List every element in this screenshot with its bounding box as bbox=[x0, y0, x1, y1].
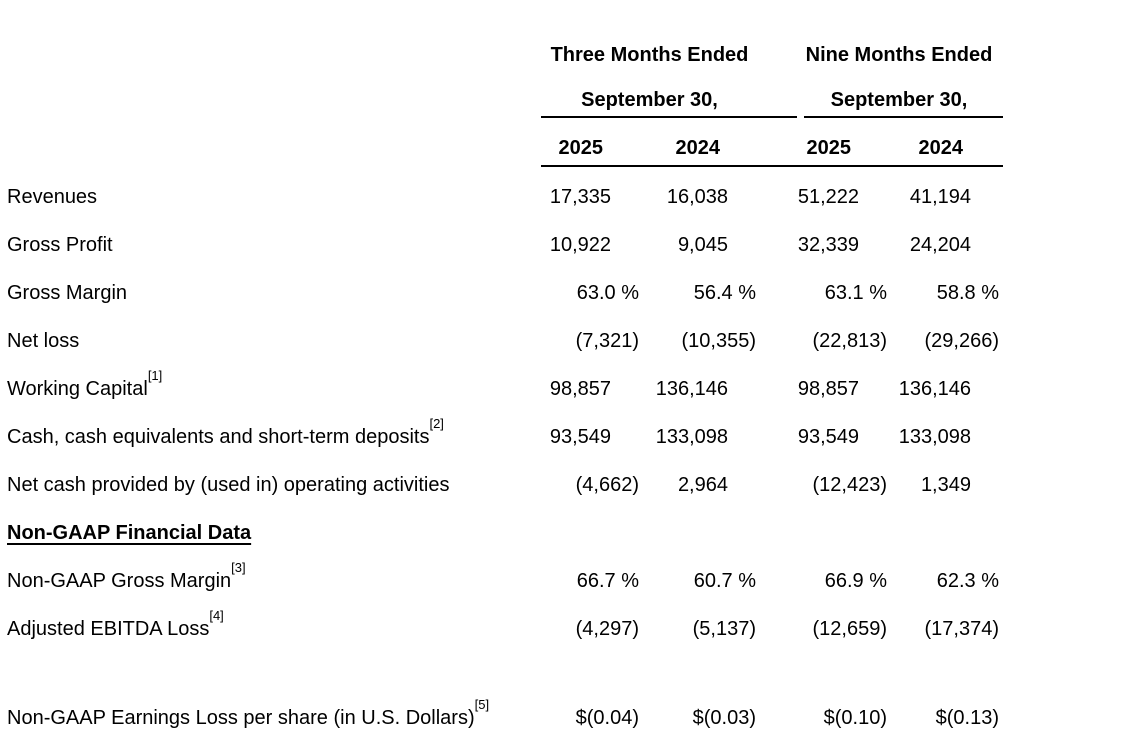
value-cell: (4,297) bbox=[575, 618, 639, 640]
year-header-9m-2024: 2024 bbox=[918, 137, 964, 159]
value-cell: $(0.03) bbox=[692, 707, 756, 729]
value-cell: 93,549 bbox=[549, 426, 611, 448]
row-label: Revenues bbox=[7, 186, 98, 208]
financial-summary-table: Three Months Ended Nine Months Ended Sep… bbox=[0, 0, 1006, 738]
value-cell: $(0.13) bbox=[935, 707, 999, 729]
table-row bbox=[0, 653, 1006, 694]
value-cell: 136,146 bbox=[655, 378, 728, 400]
row-label: Non-GAAP Gross Margin[3] bbox=[7, 560, 246, 592]
value-cell: 98,857 bbox=[549, 378, 611, 400]
footnote-marker: [5] bbox=[474, 697, 490, 713]
footnote-marker: [2] bbox=[429, 416, 444, 432]
table-row: Revenues 17,335 16,038 51,222 41,194 bbox=[0, 173, 1006, 221]
year-row-rule bbox=[541, 165, 1003, 167]
table-row: Adjusted EBITDA Loss[4] (4,297) (5,137) (1… bbox=[0, 605, 1006, 653]
footnote-marker: [3] bbox=[231, 560, 246, 576]
table-row: Non-GAAP Financial Data bbox=[0, 509, 1006, 557]
value-cell: (29,266) bbox=[924, 330, 1000, 352]
table-row: Net cash provided by (used in) operating… bbox=[0, 461, 1006, 509]
footnote-marker: [4] bbox=[209, 608, 224, 624]
year-header-3m-2024: 2024 bbox=[675, 137, 721, 159]
value-cell: 58.8 % bbox=[936, 282, 999, 304]
header-rule-three-months bbox=[541, 116, 797, 118]
value-cell: $(0.10) bbox=[823, 707, 887, 729]
row-label: Net loss bbox=[7, 330, 80, 352]
year-header-9m-2025: 2025 bbox=[806, 137, 852, 159]
value-cell: $(0.04) bbox=[575, 707, 639, 729]
table-row: Gross Margin 63.0 % 56.4 % 63.1 % 58.8 % bbox=[0, 269, 1006, 317]
row-label: Non-GAAP Earnings Loss per share (in U.S… bbox=[7, 697, 490, 729]
value-cell: (12,423) bbox=[812, 474, 888, 496]
value-cell: (22,813) bbox=[812, 330, 888, 352]
value-cell: 93,549 bbox=[797, 426, 859, 448]
row-label: Cash, cash equivalents and short-term de… bbox=[7, 416, 444, 448]
table-row: Net loss (7,321) (10,355) (22,813) (29,266) bbox=[0, 317, 1006, 365]
value-cell: 133,098 bbox=[898, 426, 971, 448]
nine-months-date-header: September 30, bbox=[830, 89, 968, 111]
value-cell: 51,222 bbox=[797, 186, 859, 208]
nine-months-ended-header: Nine Months Ended bbox=[805, 44, 993, 66]
footnote-marker: [1] bbox=[147, 368, 163, 384]
value-cell: (17,374) bbox=[924, 618, 1000, 640]
value-cell: 17,335 bbox=[549, 186, 611, 208]
value-cell: (7,321) bbox=[575, 330, 639, 352]
value-cell: 66.9 % bbox=[824, 570, 887, 592]
row-label: Working Capital[1] bbox=[7, 368, 163, 400]
value-cell: 98,857 bbox=[797, 378, 859, 400]
row-label: Gross Margin bbox=[7, 282, 128, 304]
value-cell: 32,339 bbox=[797, 234, 859, 256]
value-cell: 63.0 % bbox=[576, 282, 639, 304]
date-header-row: September 30, September 30, bbox=[0, 66, 1006, 117]
value-cell: (5,137) bbox=[692, 618, 756, 640]
value-cell: 62.3 % bbox=[936, 570, 999, 592]
table-row: Non-GAAP Gross Margin[3] 66.7 % 60.7 % 66.… bbox=[0, 557, 1006, 605]
table-row: Cash, cash equivalents and short-term de… bbox=[0, 413, 1006, 461]
row-label: Net cash provided by (used in) operating… bbox=[7, 474, 450, 496]
row-label: Non-GAAP Financial Data bbox=[7, 522, 252, 544]
year-header-3m-2025: 2025 bbox=[558, 137, 604, 159]
value-cell: 2,964 bbox=[677, 474, 728, 496]
three-months-date-header: September 30, bbox=[581, 89, 718, 111]
value-cell: 10,922 bbox=[549, 234, 611, 256]
value-cell: 136,146 bbox=[898, 378, 971, 400]
value-cell: 63.1 % bbox=[824, 282, 887, 304]
row-label: Adjusted EBITDA Loss[4] bbox=[7, 608, 224, 640]
table-row: Non-GAAP Earnings Loss per share (in U.S… bbox=[0, 694, 1006, 738]
value-cell: 66.7 % bbox=[576, 570, 639, 592]
value-cell: (10,355) bbox=[681, 330, 757, 352]
value-cell: 9,045 bbox=[677, 234, 728, 256]
value-cell: 16,038 bbox=[666, 186, 728, 208]
table-body: Revenues 17,335 16,038 51,222 41,194 Gross … bbox=[0, 173, 1006, 738]
value-cell: (12,659) bbox=[812, 618, 888, 640]
value-cell: 1,349 bbox=[920, 474, 971, 496]
value-cell: (4,662) bbox=[575, 474, 639, 496]
table-row: Gross Profit 10,922 9,045 32,339 24,204 bbox=[0, 221, 1006, 269]
period-header-row: Three Months Ended Nine Months Ended bbox=[0, 0, 1006, 66]
header-rule-nine-months bbox=[804, 116, 1003, 118]
table-row: Working Capital[1] 98,857 136,146 98,857 13… bbox=[0, 365, 1006, 413]
value-cell: 60.7 % bbox=[693, 570, 756, 592]
value-cell: 24,204 bbox=[909, 234, 971, 256]
row-label: Gross Profit bbox=[7, 234, 113, 256]
three-months-ended-header: Three Months Ended bbox=[550, 44, 749, 66]
value-cell: 41,194 bbox=[909, 186, 971, 208]
year-header-row: 2025 2024 2025 2024 bbox=[0, 117, 1006, 173]
value-cell: 56.4 % bbox=[693, 282, 756, 304]
value-cell: 133,098 bbox=[655, 426, 728, 448]
